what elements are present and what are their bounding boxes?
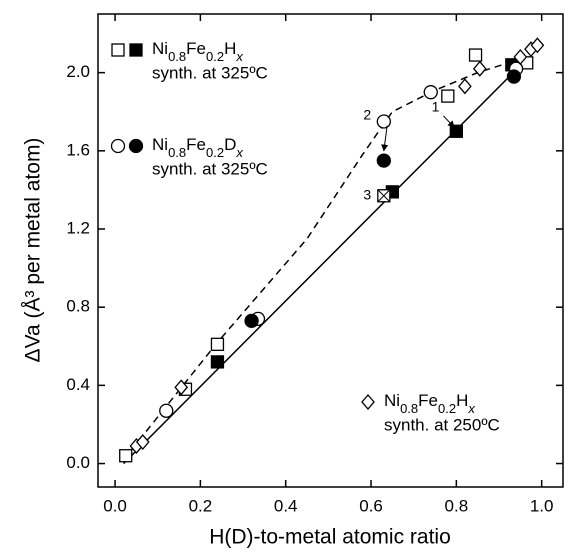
annotation: 1 — [432, 99, 440, 115]
marker-diamond — [361, 394, 375, 410]
annotation-arrow — [443, 115, 455, 128]
legend-label: Ni0.8Fe0.2Dx — [152, 135, 243, 159]
marker-circle — [506, 69, 522, 84]
y-tick-label: 2.0 — [66, 62, 90, 81]
x-tick-label: 0.6 — [359, 496, 383, 515]
annotation: 3 — [363, 186, 371, 202]
marker-square — [441, 89, 455, 103]
x-tick-label: 0.4 — [274, 496, 298, 515]
annotation: 2 — [363, 106, 371, 122]
marker-diamond — [174, 379, 189, 396]
marker-circle — [128, 138, 144, 154]
marker-cross — [377, 189, 391, 203]
fit-line — [123, 58, 521, 461]
marker-diamond — [530, 37, 545, 54]
marker-diamond — [513, 49, 528, 65]
marker-square — [468, 48, 483, 62]
marker-square — [119, 449, 133, 463]
y-axis-label: ΔVa (Å³ per metal atom) — [22, 138, 45, 363]
y-tick-label: 0.8 — [66, 297, 90, 316]
x-tick-label: 0.2 — [189, 496, 213, 515]
x-tick-label: 0.8 — [445, 496, 469, 515]
marker-circle — [244, 313, 259, 329]
annotation-arrow — [381, 125, 389, 152]
legend-label: Ni0.8Fe0.2Hx — [384, 391, 475, 415]
marker-circle — [423, 85, 438, 100]
marker-circle — [376, 114, 391, 129]
marker-square — [111, 43, 125, 57]
marker-circle — [110, 138, 126, 154]
marker-square — [210, 337, 225, 351]
y-tick-label: 1.6 — [66, 140, 90, 159]
marker-diamond — [472, 60, 487, 77]
marker-diamond — [458, 78, 472, 95]
legend-label: Ni0.8Fe0.2Hx — [152, 39, 243, 63]
marker-square — [129, 43, 143, 57]
y-tick-label: 1.2 — [66, 218, 90, 237]
marker-diamond — [135, 434, 150, 451]
marker-square — [449, 124, 463, 138]
x-axis-label: H(D)-to-metal atomic ratio — [209, 526, 451, 549]
marker-circle — [159, 403, 174, 418]
legend-note: synth. at 325ºC — [152, 63, 268, 82]
y-tick-label: 0.4 — [66, 375, 90, 394]
marker-square — [210, 355, 225, 369]
plot-frame — [97, 13, 564, 488]
legend-note: synth. at 325ºC — [152, 159, 268, 178]
x-tick-label: 0.0 — [103, 496, 127, 515]
legend-note: synth. at 250ºC — [384, 415, 500, 434]
marker-circle — [376, 153, 391, 168]
y-tick-label: 0.0 — [66, 453, 90, 472]
x-tick-label: 1.0 — [530, 496, 554, 515]
